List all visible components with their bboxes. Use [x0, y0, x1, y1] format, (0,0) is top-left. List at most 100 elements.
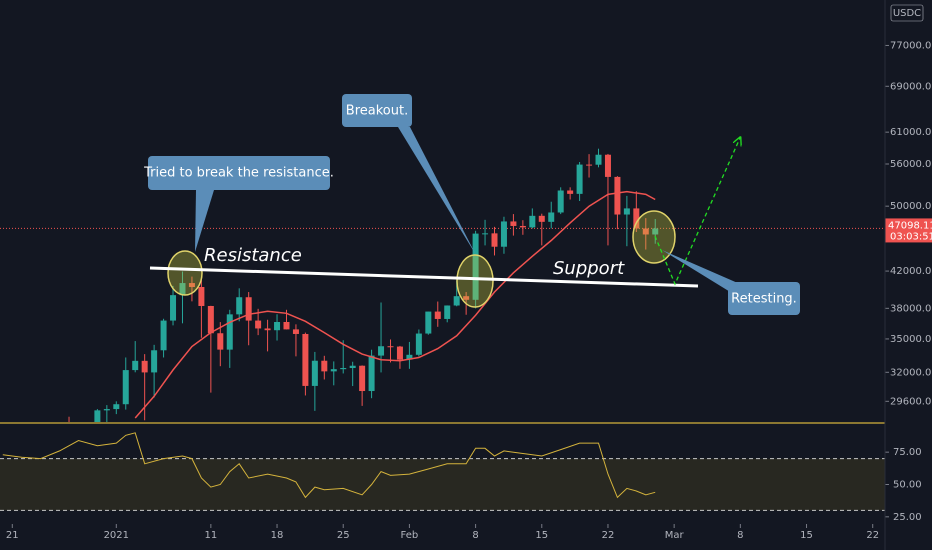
candle-body	[122, 370, 129, 405]
highlight-circle	[632, 210, 676, 264]
candle-body	[207, 305, 214, 334]
x-tick-label: 22	[866, 530, 879, 541]
candle-body	[652, 228, 659, 235]
candle-body	[453, 296, 460, 306]
moving-average	[134, 190, 656, 419]
highlight-circle	[167, 250, 203, 296]
candle-body	[396, 346, 403, 360]
last-price-box	[885, 218, 932, 243]
candle-body	[415, 333, 422, 355]
candle-body	[538, 215, 545, 222]
callout-tail	[195, 190, 214, 252]
candle-body	[311, 360, 318, 386]
candle-body	[500, 221, 507, 247]
projection-arrow	[654, 138, 740, 286]
y-tick-label: 77000.00	[890, 40, 932, 51]
x-tick-label: 15	[800, 530, 813, 541]
candle-body	[482, 233, 489, 235]
candle-body	[548, 212, 555, 222]
callout-tail	[662, 250, 740, 298]
y-tick-label: 32000.00	[890, 367, 932, 378]
candle-body	[103, 409, 110, 411]
highlight-circle	[456, 254, 494, 308]
candle-body	[236, 297, 243, 315]
x-tick-label: 15	[535, 530, 548, 541]
callout-box	[342, 94, 412, 127]
candle-body	[387, 346, 394, 348]
callout-box	[728, 282, 800, 315]
callout-text: Retesting.	[731, 292, 797, 307]
candle-body	[406, 354, 413, 360]
rsi-tick-label: 25.00	[893, 512, 922, 523]
candle-body	[226, 314, 233, 350]
candle-body	[472, 233, 479, 300]
x-tick-label: 8	[737, 530, 743, 541]
y-tick-label: 29600.00	[890, 396, 932, 407]
candle-body	[378, 346, 385, 356]
callout-text: Breakout.	[346, 104, 408, 119]
rsi-line	[2, 432, 656, 499]
y-tick-label: 35000.00	[890, 334, 932, 345]
rsi-band	[0, 458, 885, 511]
countdown-label: 03:03:51	[890, 231, 932, 242]
candle-body	[444, 305, 451, 319]
x-tick-label: 22	[602, 530, 615, 541]
x-tick-label: Mar	[665, 530, 685, 541]
candle-body	[368, 355, 375, 392]
rsi-tick-label: 50.00	[893, 479, 922, 490]
support-label: Support	[553, 258, 625, 279]
rsi-pane	[0, 432, 885, 511]
candle-body	[434, 311, 441, 319]
x-tick-label: 2021	[104, 530, 129, 541]
candle-body	[179, 283, 186, 296]
x-tick-label: 21	[6, 530, 19, 541]
candle-body	[340, 368, 347, 370]
last-price-label: 47098.11	[888, 220, 932, 231]
candle-body	[160, 320, 167, 351]
candle-body	[198, 287, 205, 306]
candle-body	[463, 296, 470, 300]
x-tick-label: 18	[271, 530, 284, 541]
candle-body	[283, 321, 290, 330]
price-pane	[0, 148, 885, 422]
candle-body	[321, 360, 328, 372]
candle-body	[217, 333, 224, 350]
candle-body	[491, 233, 498, 247]
y-tick-label: 56000.00	[890, 159, 932, 170]
y-tick-label: 69000.00	[890, 81, 932, 92]
callout-box	[148, 156, 330, 190]
candle-body	[586, 164, 593, 166]
candle-body	[141, 360, 148, 373]
support-resistance-line	[149, 266, 699, 288]
drawings: Tried to break the resistance. Breakout.…	[143, 94, 800, 315]
candle-body	[425, 311, 432, 334]
candle-body	[595, 154, 602, 165]
x-tick-label: Feb	[401, 530, 419, 541]
candle-body	[302, 333, 309, 386]
callout-tail	[398, 127, 476, 255]
candle-body	[132, 360, 139, 371]
candle-body	[151, 350, 158, 373]
candle-body	[188, 283, 195, 288]
candle-body	[557, 190, 564, 213]
candle-body	[255, 320, 262, 329]
y-tick-label: 42000.00	[890, 266, 932, 277]
x-tick-label: 25	[337, 530, 350, 541]
candle-body	[529, 215, 536, 228]
resistance-label: Resistance	[204, 245, 302, 266]
currency-label: USDC	[893, 8, 921, 19]
candle-body	[274, 321, 281, 331]
y-tick-label: 61000.00	[890, 127, 932, 138]
candle-body	[614, 176, 621, 215]
candle-body	[519, 225, 526, 228]
candle-body	[633, 208, 640, 229]
candle-body	[604, 154, 611, 177]
axes: 77000.00 69000.00 61000.00 56000.00 50000.00…	[6, 40, 932, 541]
x-tick-label: 11	[204, 530, 217, 541]
x-tick-label: 8	[472, 530, 478, 541]
candle-body	[292, 329, 299, 334]
candle-body	[642, 228, 649, 235]
candle-body	[245, 297, 252, 321]
candle-body	[94, 410, 101, 422]
